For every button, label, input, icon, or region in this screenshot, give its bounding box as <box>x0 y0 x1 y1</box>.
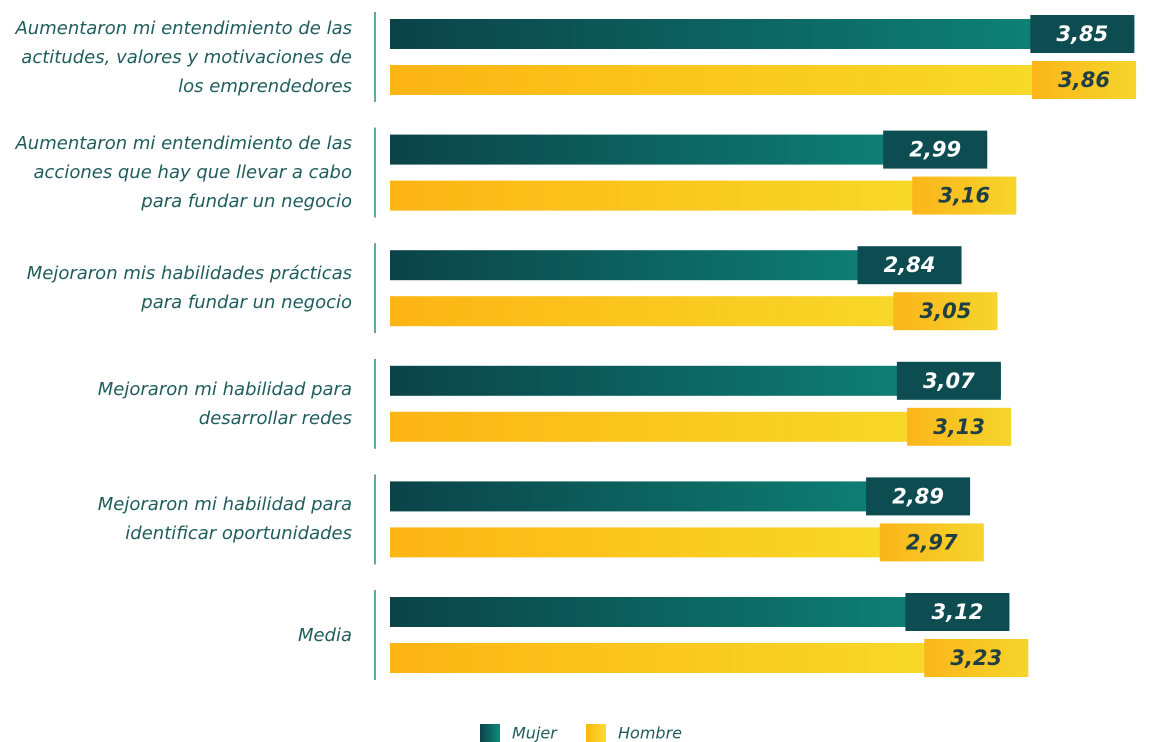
value-label: 2,89 <box>892 484 944 508</box>
legend-label: Hombre <box>618 724 682 742</box>
value-label-box <box>866 477 971 516</box>
value-label-box <box>896 361 1001 400</box>
bar <box>390 180 1017 211</box>
category-label: Mejoraron mi habilidad para desarrollar … <box>97 378 352 429</box>
value-label-box <box>912 176 1017 215</box>
bar <box>390 19 1135 49</box>
value-label: 3,23 <box>950 646 1002 670</box>
category-label: Mejoraron mis habilidades prácticas para… <box>26 263 352 314</box>
value-label-box <box>905 593 1010 631</box>
value-label: 3,16 <box>938 184 990 208</box>
value-label-box <box>893 292 998 331</box>
value-label-box <box>879 523 984 562</box>
category-label: Mejoraron mi habilidad para identificar … <box>97 494 352 545</box>
value-label: 3,86 <box>1058 68 1110 92</box>
value-label-box <box>907 407 1012 446</box>
category-label: Aumentaron mi entendimiento de las accio… <box>15 133 352 213</box>
category-label: Media <box>297 624 352 646</box>
legend-swatch <box>480 724 500 742</box>
bar <box>390 65 1137 95</box>
value-label: 3,05 <box>920 299 972 323</box>
value-label: 2,97 <box>906 530 958 554</box>
legend-label: Mujer <box>512 724 558 742</box>
value-label-box <box>1032 61 1137 99</box>
value-label-box <box>1030 15 1135 53</box>
category-label: Aumentaron mi entendimiento de las actit… <box>15 17 352 97</box>
legend-swatch <box>586 724 606 742</box>
value-label: 3,12 <box>932 600 984 624</box>
value-label: 3,13 <box>933 415 985 439</box>
value-label-box <box>857 246 962 285</box>
bar <box>390 643 1029 673</box>
value-label-box <box>883 130 988 169</box>
value-label: 3,07 <box>923 369 975 393</box>
value-label: 2,99 <box>909 138 961 162</box>
value-label-box <box>924 639 1029 677</box>
value-label: 3,85 <box>1056 22 1108 46</box>
value-label: 2,84 <box>884 253 936 277</box>
